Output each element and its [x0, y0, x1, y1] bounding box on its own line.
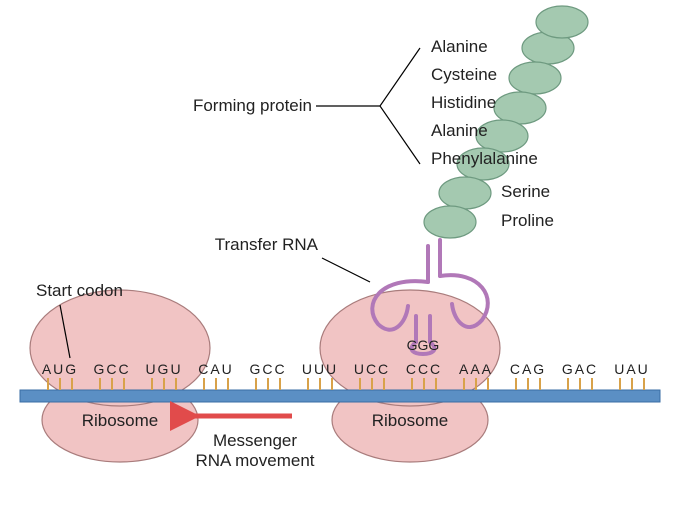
amino-label-0: Alanine — [431, 37, 488, 56]
codon-11: UAU — [614, 361, 650, 377]
anticodon-text: GGG — [407, 337, 440, 353]
amino-label-3: Alanine — [431, 121, 488, 140]
transfer-rna-label: Transfer RNA — [215, 235, 319, 254]
start-codon-label: Start codon — [36, 281, 123, 300]
amino-label-2: Histidine — [431, 93, 496, 112]
amino-label-5: Serine — [501, 182, 550, 201]
amino-acid-5 — [439, 177, 491, 209]
codon-0: AUG — [42, 361, 78, 377]
transfer-rna-leader — [322, 258, 370, 282]
codon-10: GAC — [562, 361, 598, 377]
codon-1: GCC — [93, 361, 130, 377]
amino-label-1: Cysteine — [431, 65, 497, 84]
codon-8: AAA — [459, 361, 493, 377]
codon-7: CCC — [406, 361, 442, 377]
forming-protein-bracket — [316, 48, 420, 164]
codon-3: CAU — [198, 361, 234, 377]
amino-acid-2 — [494, 92, 546, 124]
ribosome-label-left: Ribosome — [82, 411, 159, 430]
amino-label-4: Phenylalanine — [431, 149, 538, 168]
mrna-strand — [20, 390, 660, 402]
codon-2: UGU — [145, 361, 182, 377]
mrna-move-label-2: RNA movement — [195, 451, 314, 470]
mrna-move-label-1: Messenger — [213, 431, 297, 450]
amino-acid-6 — [424, 206, 476, 238]
codon-4: GCC — [249, 361, 286, 377]
amino-acid-1 — [509, 62, 561, 94]
amino-label-6: Proline — [501, 211, 554, 230]
ribosome-label-right: Ribosome — [372, 411, 449, 430]
codon-9: CAG — [510, 361, 546, 377]
codon-6: UCC — [354, 361, 390, 377]
forming-protein-label: Forming protein — [193, 96, 312, 115]
codon-5: UUU — [302, 361, 338, 377]
